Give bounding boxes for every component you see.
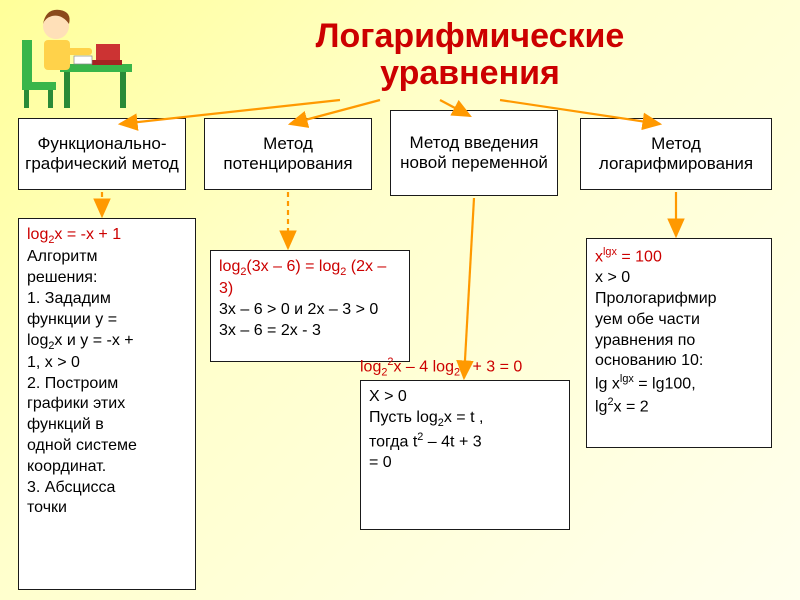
method-box-new-variable: Метод введения новой переменной xyxy=(390,110,558,196)
example-body-line: 2. Построим xyxy=(27,374,187,395)
method-box-logarithmation: Метод логарифмирования xyxy=(580,118,772,190)
example-equation: log2(3x – 6) = log2 (2x – 3) xyxy=(219,257,401,300)
example-equation: xlgx = 100 xyxy=(595,245,763,268)
example-body-line: 3x – 6 > 0 и 2x – 3 > 0 xyxy=(219,300,401,321)
example-box-new-variable: X > 0Пусть log2x = t ,тогда t2 – 4t + 3=… xyxy=(360,380,570,530)
method-label: Метод потенцирования xyxy=(211,134,365,173)
method-label: Функционально-графический метод xyxy=(25,134,179,173)
method-label: Метод введения новой переменной xyxy=(397,133,551,172)
example-body-line: одной системе xyxy=(27,436,187,457)
example-body-line: Пусть log2x = t , xyxy=(369,408,561,430)
example-body-line: 3x – 6 = 2x - 3 xyxy=(219,321,401,342)
example-body-line: уравнения по xyxy=(595,331,763,352)
example-body-line: решения: xyxy=(27,268,187,289)
example-body-line: lg xlgx = lg100, xyxy=(595,372,763,395)
example-body-line: координат. xyxy=(27,457,187,478)
example-body-line: = 0 xyxy=(369,453,561,474)
example-body-line: X > 0 xyxy=(369,387,561,408)
example-body-line: тогда t2 – 4t + 3 xyxy=(369,430,561,453)
method-box-potentiation: Метод потенцирования xyxy=(204,118,372,190)
example-box-graphical: log2x = -x + 1Алгоритмрешения:1. Зададим… xyxy=(18,218,196,590)
method-box-graphical: Функционально-графический метод xyxy=(18,118,186,190)
example-body-line: x > 0 xyxy=(595,268,763,289)
example-body-line: 1, x > 0 xyxy=(27,353,187,374)
example-box-potentiation: log2(3x – 6) = log2 (2x – 3)3x – 6 > 0 и… xyxy=(210,250,410,362)
example-body-line: уем обе части xyxy=(595,310,763,331)
example-body-line: Алгоритм xyxy=(27,247,187,268)
example-body-line: точки xyxy=(27,498,187,519)
example-equation-new-variable: log22x – 4 log2x + 3 = 0 xyxy=(360,356,570,379)
example-body-line: 1. Зададим xyxy=(27,289,187,310)
student-at-desk-illustration xyxy=(18,4,138,114)
example-body-line: 3. Абсцисса xyxy=(27,478,187,499)
example-equation: log2x = -x + 1 xyxy=(27,225,187,247)
example-body-line: основанию 10: xyxy=(595,351,763,372)
example-body-line: функции y = xyxy=(27,310,187,331)
example-box-logarithmation: xlgx = 100x > 0Прологарифмируем обе част… xyxy=(586,238,772,448)
example-body-line: log2x и y = -x + xyxy=(27,331,187,353)
example-body-line: Прологарифмир xyxy=(595,289,763,310)
title-line2: уравнения xyxy=(160,55,780,92)
page-title: Логарифмические уравнения xyxy=(160,18,780,93)
method-label: Метод логарифмирования xyxy=(587,134,765,173)
title-line1: Логарифмические xyxy=(160,18,780,55)
example-body-line: графики этих xyxy=(27,394,187,415)
example-body-line: lg2x = 2 xyxy=(595,395,763,418)
example-body-line: функций в xyxy=(27,415,187,436)
